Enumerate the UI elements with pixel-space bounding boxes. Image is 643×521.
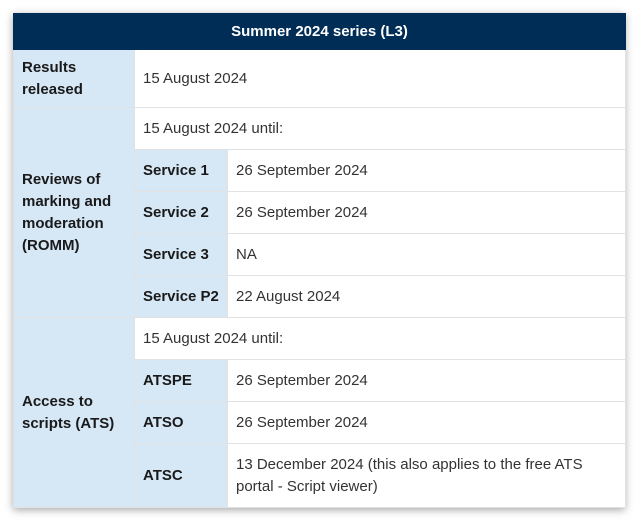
table-row: ATSC 13 December 2024 (this also applies… xyxy=(14,443,627,508)
service-date: 26 September 2024 xyxy=(226,149,627,192)
service-name: ATSO xyxy=(134,401,228,444)
table-row: Service P2 22 August 2024 xyxy=(14,275,627,318)
service-date: NA xyxy=(226,233,627,276)
service-date: 22 August 2024 xyxy=(226,275,627,318)
service-name: ATSC xyxy=(134,443,228,508)
table-row-results: Results released 15 August 2024 xyxy=(13,49,627,108)
table-title: Summer 2024 series (L3) xyxy=(12,13,627,50)
service-name: Service 2 xyxy=(134,191,228,234)
romm-intro: 15 August 2024 until: xyxy=(133,107,627,150)
table-row: Service 3 NA xyxy=(14,233,627,276)
ats-intro: 15 August 2024 until: xyxy=(133,317,627,360)
service-date: 26 September 2024 xyxy=(226,191,627,234)
service-date: 26 September 2024 xyxy=(226,401,627,444)
service-name: Service P2 xyxy=(134,275,228,318)
table-header-row: Summer 2024 series (L3) xyxy=(12,13,627,50)
table-row: ATSO 26 September 2024 xyxy=(14,401,627,444)
service-date: 13 December 2024 (this also applies to t… xyxy=(226,443,627,508)
dates-table: Summer 2024 series (L3) Results released… xyxy=(12,13,627,508)
service-date: 26 September 2024 xyxy=(226,359,627,402)
dates-table-container: Summer 2024 series (L3) Results released… xyxy=(12,13,627,508)
row-label-ats: Access to scripts (ATS) xyxy=(13,317,135,508)
row-label-romm: Reviews of marking and moderation (ROMM) xyxy=(13,107,135,318)
results-date: 15 August 2024 xyxy=(133,49,627,108)
table-row: Service 1 26 September 2024 xyxy=(14,149,627,192)
table-row-ats-intro: Access to scripts (ATS) 15 August 2024 u… xyxy=(13,317,627,508)
table-row-romm-intro: Reviews of marking and moderation (ROMM)… xyxy=(13,107,627,318)
service-name: ATSPE xyxy=(134,359,228,402)
row-label-results: Results released xyxy=(13,49,135,108)
service-name: Service 1 xyxy=(134,149,228,192)
table-row: ATSPE 26 September 2024 xyxy=(14,359,627,402)
service-name: Service 3 xyxy=(134,233,228,276)
table-row: Service 2 26 September 2024 xyxy=(14,191,627,234)
